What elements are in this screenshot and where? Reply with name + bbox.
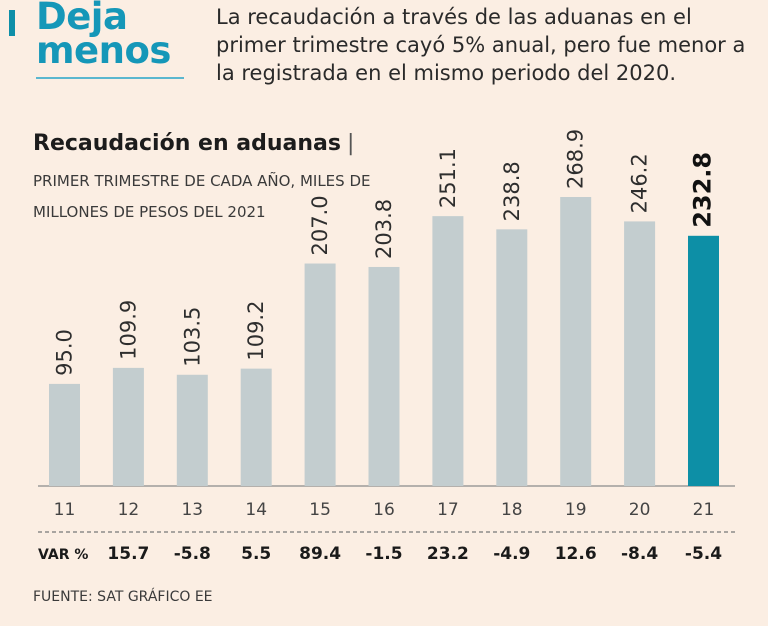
value-label-20: 246.2	[628, 153, 652, 213]
bar-12	[112, 367, 144, 486]
x-tick-label-18: 18	[501, 500, 523, 520]
var-value-16: -1.5	[365, 544, 402, 564]
x-tick-label-12: 12	[118, 500, 140, 520]
value-label-17: 251.1	[436, 148, 460, 208]
value-label-21: 232.8	[689, 152, 717, 228]
bar-21	[688, 235, 719, 486]
bar-18	[496, 229, 528, 486]
headline: Deja menos	[36, 0, 196, 72]
x-tick-label-11: 11	[54, 500, 76, 520]
var-value-18: -4.9	[493, 544, 530, 564]
value-label-14: 109.2	[244, 301, 268, 361]
x-tick-label-14: 14	[245, 500, 267, 520]
var-value-15: 89.4	[299, 544, 341, 564]
title-separator: |	[346, 131, 355, 156]
chart-title: Recaudación en aduanas	[33, 131, 341, 156]
value-label-16: 203.8	[372, 199, 396, 259]
bar-20	[624, 221, 656, 487]
value-label-11: 95.0	[53, 329, 77, 376]
var-value-20: -8.4	[621, 544, 658, 564]
bar-11	[49, 383, 80, 486]
bar-15	[304, 263, 336, 486]
var-value-17: 23.2	[427, 544, 469, 564]
bar-19	[560, 197, 592, 486]
value-label-19: 268.9	[564, 129, 588, 189]
headline-line-2: menos	[36, 29, 171, 72]
deck-text: La recaudación a través de las aduanas e…	[216, 5, 746, 85]
bar-16	[368, 266, 400, 486]
value-label-12: 109.9	[116, 300, 140, 360]
var-value-19: 12.6	[555, 544, 597, 564]
var-value-14: 5.5	[241, 544, 271, 564]
x-tick-label-20: 20	[629, 500, 651, 520]
source-note: FUENTE: SAT GRÁFICO EE	[33, 589, 213, 605]
x-tick-label-13: 13	[181, 500, 203, 520]
x-tick-label-15: 15	[309, 500, 331, 520]
bar-17	[432, 216, 464, 486]
value-label-15: 207.0	[308, 195, 332, 255]
accent-tag	[9, 10, 15, 36]
x-tick-label-21: 21	[693, 500, 715, 520]
chart-subtitle: PRIMER TRIMESTRE DE CADA AÑO, MILES DE M…	[33, 172, 371, 221]
bar-14	[240, 368, 272, 486]
var-row-label: VAR %	[38, 547, 88, 563]
var-value-21: -5.4	[685, 544, 722, 564]
value-label-18: 238.8	[500, 161, 524, 221]
var-value-13: -5.8	[174, 544, 211, 564]
bar-13	[176, 374, 208, 486]
x-tick-label-16: 16	[373, 500, 395, 520]
headline-line-1: Deja	[36, 0, 128, 38]
value-label-13: 103.5	[180, 307, 204, 367]
x-tick-label-17: 17	[437, 500, 459, 520]
x-tick-label-19: 19	[565, 500, 587, 520]
chart-title-block: Recaudación en aduanas |	[33, 131, 354, 156]
var-value-12: 15.7	[107, 544, 149, 564]
headline-divider	[36, 77, 184, 79]
